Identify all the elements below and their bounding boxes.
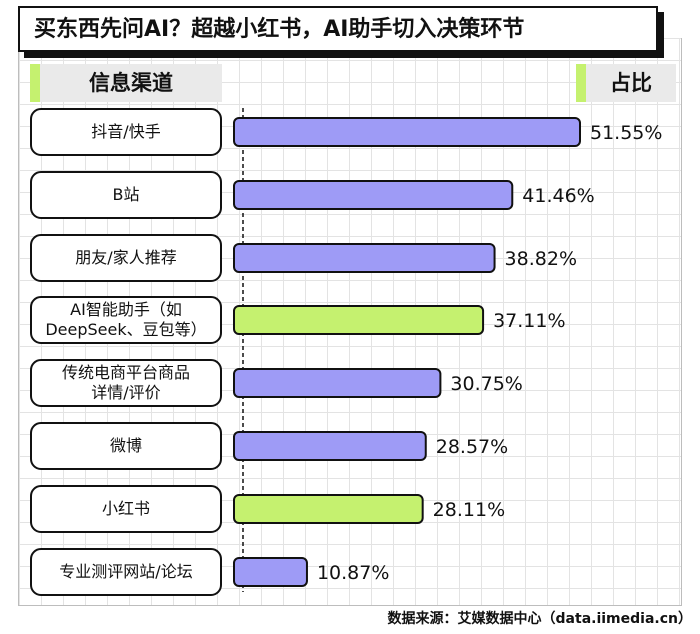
source-note: 数据来源：艾媒数据中心（data.iimedia.cn） (387, 611, 692, 627)
category-label-line: 小红书 (101, 499, 150, 518)
category-label: 朋友/家人推荐 (30, 234, 222, 282)
column-header-share-label: 占比 (610, 71, 652, 95)
category-label-line: 传统电商平台商品 (61, 363, 190, 382)
bar (233, 243, 496, 273)
bar (233, 180, 514, 210)
value-label: 28.11% (433, 499, 505, 521)
category-label-line: 微博 (109, 436, 142, 455)
category-label: 传统电商平台商品 详情/评价 (30, 359, 222, 407)
bar (233, 431, 427, 461)
value-label: 37.11% (493, 310, 565, 332)
category-label-line: 专业测评网站/论坛 (59, 562, 193, 581)
category-label: AI智能助手（如 DeepSeek、豆包等） (30, 296, 222, 344)
category-label: B站 (30, 171, 222, 219)
value-label: 51.55% (590, 122, 662, 144)
category-label-line: AI智能助手（如 (70, 300, 182, 319)
bar (233, 305, 485, 335)
category-label: 专业测评网站/论坛 (30, 548, 222, 596)
category-label-line: B站 (112, 185, 140, 204)
bar (233, 557, 308, 587)
bar (233, 368, 442, 398)
bar (233, 117, 581, 147)
value-label: 28.57% (436, 436, 508, 458)
title-box: 买东西先问AI？超越小红书，AI助手切入决策环节 (18, 6, 658, 52)
column-header-channel-label: 信息渠道 (89, 71, 173, 95)
value-label: 38.82% (505, 248, 577, 270)
category-label-line: 详情/评价 (91, 383, 161, 402)
value-label: 30.75% (450, 373, 522, 395)
category-label-line: 朋友/家人推荐 (75, 248, 177, 267)
bar (233, 494, 424, 524)
column-header-share: 占比 (576, 64, 676, 102)
value-label: 41.46% (522, 185, 594, 207)
column-header-channel: 信息渠道 (30, 64, 222, 102)
chart-title: 买东西先问AI？超越小红书，AI助手切入决策环节 (34, 17, 525, 42)
category-label-line: 抖音/快手 (91, 122, 161, 141)
category-label-line: DeepSeek、豆包等） (45, 320, 207, 339)
category-label: 抖音/快手 (30, 108, 222, 156)
bars-group: 51.55% 41.46% 38.82% 37.11% 30.75% 28.57% 28.1… (233, 117, 662, 587)
category-label: 小红书 (30, 485, 222, 533)
value-label: 10.87% (317, 562, 389, 584)
category-label: 微博 (30, 422, 222, 470)
